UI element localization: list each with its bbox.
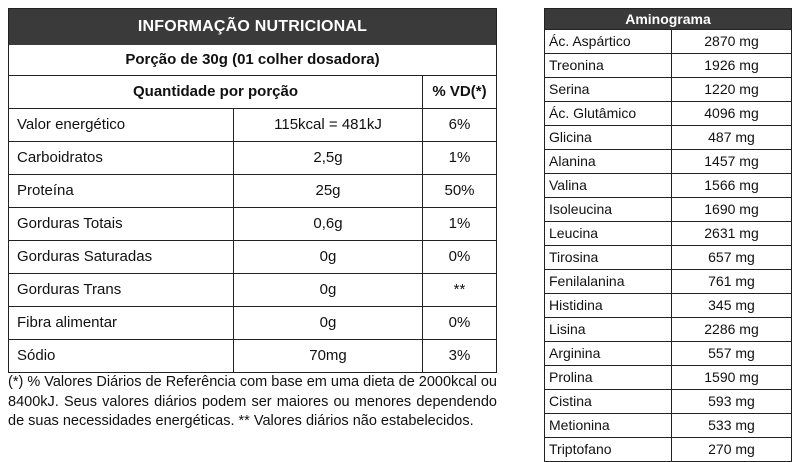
amino-value: 1590 mg [704,369,759,385]
nutrition-title: INFORMAÇÃO NUTRICIONAL [9,9,496,45]
nutrient-vd: 3% [448,347,471,364]
amino-value: 270 mg [708,441,755,457]
nutrient-name: Carboidratos [9,142,234,174]
amino-name: Fenilalanina [545,270,672,293]
amino-value: 2286 mg [704,321,759,337]
nutrient-amount: 0,6g [234,208,423,240]
nutrition-rows: Valor energético 115kcal = 481kJ 6% Carboid… [9,109,496,372]
amino-value: 1926 mg [704,57,759,73]
table-row: Valor energético 115kcal = 481kJ 6% [9,109,496,142]
amino-name: Tirosina [545,246,672,269]
table-row: Sódio 70mg 3% [9,340,496,372]
table-row: Gorduras Saturadas 0g 0% [9,241,496,274]
nutrient-name: Gorduras Totais [9,208,234,240]
nutrient-amount: 0g [234,274,423,306]
table-row: Metionina 533 mg [545,413,791,437]
nutrient-name: Valor energético [9,109,234,141]
amino-name: Alanina [545,150,672,173]
amino-name: Serina [545,78,672,101]
nutrient-name: Gorduras Saturadas [9,241,234,273]
nutrient-amount: 2,5g [234,142,423,174]
amino-name: Triptofano [545,438,672,461]
table-row: Glicina 487 mg [545,125,791,149]
amino-name: Leucina [545,222,672,245]
amino-value: 657 mg [708,249,755,265]
amino-value: 4096 mg [704,105,759,121]
table-row: Ác. Aspártico 2870 mg [545,29,791,53]
table-row: Histidina 345 mg [545,293,791,317]
table-row: Serina 1220 mg [545,77,791,101]
table-row: Prolina 1590 mg [545,365,791,389]
footnote: (*) % Valores Diários de Referência com … [8,374,497,429]
nutrition-header: Quantidade por porção % VD(*) [9,76,496,109]
amino-value: 761 mg [708,273,755,289]
nutrient-amount: 115kcal = 481kJ [234,109,423,141]
amino-value: 2870 mg [704,33,759,49]
table-row: Fibra alimentar 0g 0% [9,307,496,340]
nutrient-vd: 1% [448,215,471,232]
table-row: Fenilalanina 761 mg [545,269,791,293]
portion-label: Porção de 30g (01 colher dosadora) [9,45,496,76]
nutrient-amount: 70mg [234,340,423,372]
nutrient-vd: 50% [444,182,475,199]
table-row: Cistina 593 mg [545,389,791,413]
amino-value: 2631 mg [704,225,759,241]
table-row: Gorduras Totais 0,6g 1% [9,208,496,241]
amino-name: Histidina [545,294,672,317]
table-row: Triptofano 270 mg [545,437,791,461]
table-row: Lisina 2286 mg [545,317,791,341]
table-row: Carboidratos 2,5g 1% [9,142,496,175]
amino-name: Glicina [545,126,672,149]
amino-value: 1220 mg [704,81,759,97]
amino-value: 557 mg [708,345,755,361]
nutrient-name: Fibra alimentar [9,307,234,339]
table-row: Ác. Glutâmico 4096 mg [545,101,791,125]
amino-name: Arginina [545,342,672,365]
nutrient-amount: 0g [234,241,423,273]
nutrient-name: Gorduras Trans [9,274,234,306]
amino-value: 533 mg [708,417,755,433]
aminogram-rows: Ác. Aspártico 2870 mg Treonina 1926 mg Serin… [545,29,791,461]
amino-name: Ác. Aspártico [545,30,672,53]
amino-name: Valina [545,174,672,197]
amino-name: Treonina [545,54,672,77]
amino-name: Cistina [545,390,672,413]
amino-name: Prolina [545,366,672,389]
nutrient-vd: 6% [448,116,471,133]
aminogram-title: Aminograma [545,9,791,29]
amino-name: Ác. Glutâmico [545,102,672,125]
amino-value: 1457 mg [704,153,759,169]
amino-value: 1690 mg [704,201,759,217]
nutrient-vd: ** [453,281,466,298]
table-row: Tirosina 657 mg [545,245,791,269]
nutrient-name: Proteína [9,175,234,207]
amino-name: Lisina [545,318,672,341]
nutrient-amount: 25g [234,175,423,207]
amino-value: 1566 mg [704,177,759,193]
table-row: Gorduras Trans 0g ** [9,274,496,307]
amino-name: Isoleucina [545,198,672,221]
table-row: Arginina 557 mg [545,341,791,365]
amino-name: Metionina [545,414,672,437]
nutrition-table: INFORMAÇÃO NUTRICIONAL Porção de 30g (01… [8,8,497,373]
table-row: Treonina 1926 mg [545,53,791,77]
table-row: Isoleucina 1690 mg [545,197,791,221]
nutrient-name: Sódio [9,340,234,372]
header-vd: % VD(*) [432,83,487,100]
nutrient-vd: 0% [448,248,471,265]
nutrient-vd: 1% [448,149,471,166]
header-quantity: Quantidade por porção [9,76,423,108]
aminogram-table: Aminograma Ác. Aspártico 2870 mg Treonina 1… [544,8,792,462]
table-row: Leucina 2631 mg [545,221,791,245]
nutrient-vd: 0% [448,314,471,331]
amino-value: 593 mg [708,393,755,409]
amino-value: 345 mg [708,297,755,313]
table-row: Proteína 25g 50% [9,175,496,208]
table-row: Valina 1566 mg [545,173,791,197]
nutrient-amount: 0g [234,307,423,339]
table-row: Alanina 1457 mg [545,149,791,173]
amino-value: 487 mg [708,129,755,145]
